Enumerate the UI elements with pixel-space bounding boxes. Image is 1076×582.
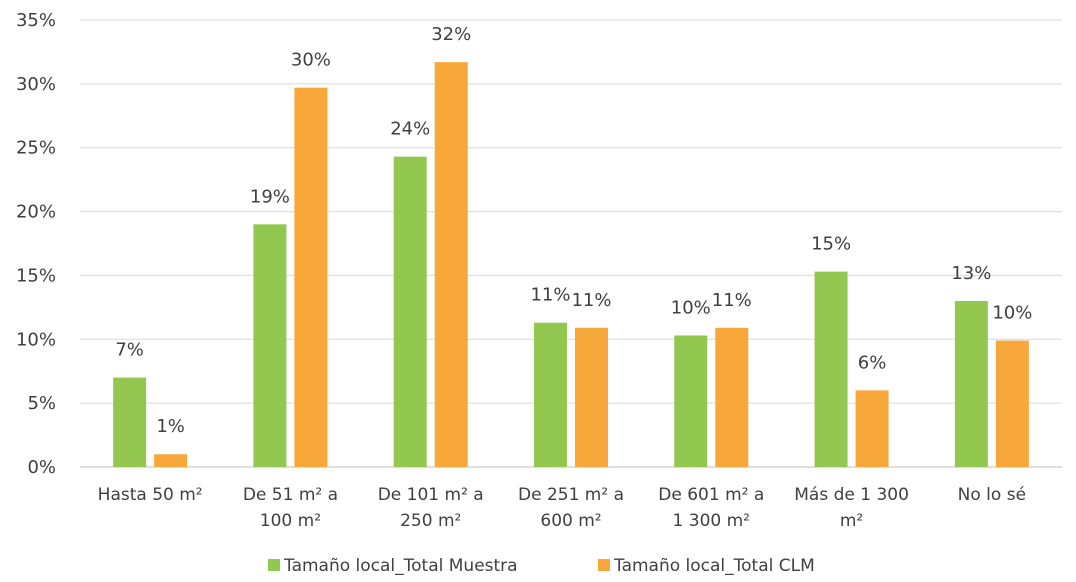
y-tick-label: 15% xyxy=(16,265,56,286)
gridlines xyxy=(80,19,1062,468)
legend-swatch xyxy=(598,559,610,571)
data-label: 24% xyxy=(390,119,430,140)
data-label: 11% xyxy=(571,290,611,311)
y-tick-label: 5% xyxy=(27,393,56,414)
category-label: De 251 m² a xyxy=(518,485,624,505)
data-label: 32% xyxy=(431,24,471,45)
bar-muestra xyxy=(253,224,287,467)
data-label: 10% xyxy=(992,303,1032,324)
data-label: 7% xyxy=(115,340,144,361)
legend-label: Tamaño local_Total Muestra xyxy=(283,556,518,576)
data-label: 30% xyxy=(291,50,331,71)
category-label: No lo sé xyxy=(958,485,1026,505)
data-label: 13% xyxy=(951,263,991,284)
legend-label: Tamaño local_Total CLM xyxy=(613,556,815,576)
y-tick-label: 30% xyxy=(16,74,56,95)
legend: Tamaño local_Total Muestra Tamaño local_T… xyxy=(268,556,815,576)
data-label: 19% xyxy=(250,186,290,207)
bar-clm xyxy=(434,62,468,467)
y-tick-label: 35% xyxy=(16,10,56,31)
category-label: m² xyxy=(840,511,863,531)
bar-muestra xyxy=(674,335,708,467)
bar-muestra xyxy=(393,156,427,467)
bar-muestra xyxy=(814,271,848,467)
data-labels: 7%1%19%30%24%32%11% 11% 10% 11%15%6%13%10% xyxy=(115,24,1032,437)
bar-muestra xyxy=(954,300,988,467)
category-label: 250 m² xyxy=(400,511,461,531)
bar-clm xyxy=(575,327,608,467)
data-label: 10% xyxy=(671,297,711,318)
category-label: De 101 m² a xyxy=(378,485,484,505)
category-label: 100 m² xyxy=(260,511,321,531)
category-label: De 51 m² a xyxy=(243,485,338,505)
y-tick-label: 20% xyxy=(16,202,56,223)
category-label: 600 m² xyxy=(540,511,601,531)
category-label: Hasta 50 m² xyxy=(98,485,203,505)
bar-clm xyxy=(855,390,889,467)
bar-clm xyxy=(154,454,188,467)
bar-clm xyxy=(715,327,749,467)
category-label: 1 300 m² xyxy=(673,511,750,531)
y-tick-label: 0% xyxy=(27,457,56,478)
legend-swatch xyxy=(268,559,280,571)
data-label: 1% xyxy=(156,416,185,437)
y-tick-label: 10% xyxy=(16,329,56,350)
data-label: 15% xyxy=(811,234,851,255)
data-label: 11% xyxy=(712,290,752,311)
bar-muestra xyxy=(113,377,147,467)
bar-muestra xyxy=(534,322,567,467)
y-tick-label: 25% xyxy=(16,138,56,159)
category-label: Más de 1 300 xyxy=(794,485,909,505)
data-label: 6% xyxy=(858,352,887,373)
bar-clm xyxy=(995,340,1029,467)
data-label: 11% xyxy=(530,285,570,306)
category-label: De 601 m² a xyxy=(658,485,764,505)
y-axis-ticks: 0% 5% 10% 15% 20% 25% 30% 35% xyxy=(16,10,56,478)
bar-clm xyxy=(294,87,328,467)
x-axis-categories: Hasta 50 m² De 51 m² a 100 m² De 101 m² a 25… xyxy=(98,485,1026,531)
bars xyxy=(113,62,1029,467)
